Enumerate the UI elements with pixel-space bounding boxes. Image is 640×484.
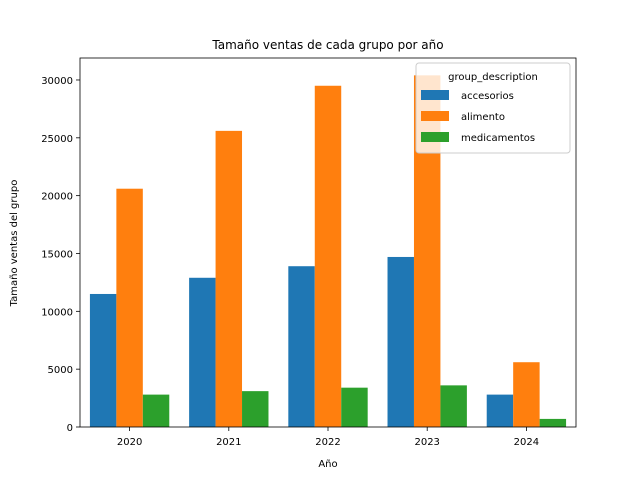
bar-alimento-2020: [116, 188, 143, 427]
legend-items: accesorios alimento medicamentos: [421, 90, 535, 144]
legend: group_description accesorios alimento medi…: [415, 62, 571, 154]
bar-accesorios-2023: [387, 256, 414, 427]
y-tick-label: 15000: [41, 249, 73, 260]
legend-box: [415, 62, 571, 154]
y-axis-label: Tamaño ventas del grupo: [9, 180, 20, 308]
y-tick-label: 0: [67, 423, 73, 434]
bar-accesorios-2022: [288, 266, 315, 427]
x-tick-label: 2024: [514, 437, 539, 448]
bar-accesorios-2024: [486, 394, 514, 427]
bar-alimento-2024: [513, 362, 540, 427]
bar-accesorios-2021: [189, 277, 216, 427]
y-tick-label: 25000: [41, 134, 73, 145]
bar-alimento-2021: [215, 130, 243, 427]
bar-alimento-2022: [314, 85, 342, 427]
legend-swatch-accesorios: [421, 90, 449, 100]
legend-label-medicamentos: medicamentos: [461, 133, 535, 144]
legend-title: group_description: [448, 72, 538, 83]
legend-label-alimento: alimento: [461, 112, 505, 123]
x-tick-label: 2022: [315, 437, 340, 448]
bar-medicamentos-2021: [242, 391, 269, 427]
bar-medicamentos-2020: [142, 394, 170, 427]
y-tick-label: 20000: [41, 192, 73, 203]
x-tick-label: 2020: [117, 437, 142, 448]
y-tick-label: 10000: [41, 307, 73, 318]
legend-label-accesorios: accesorios: [461, 91, 514, 102]
legend-swatch-medicamentos: [421, 132, 449, 142]
x-tick-label: 2021: [216, 437, 241, 448]
y-tick-label: 30000: [41, 76, 73, 87]
bar-medicamentos-2024: [539, 418, 567, 427]
bar-accesorios-2020: [89, 293, 117, 427]
y-tick-label: 5000: [48, 365, 73, 376]
x-tick-label: 2023: [414, 437, 439, 448]
x-axis-label: Año: [318, 459, 337, 470]
bar-medicamentos-2023: [440, 385, 467, 427]
bar-medicamentos-2022: [341, 387, 368, 427]
legend-swatch-alimento: [421, 111, 449, 121]
chart-title: Tamaño ventas de cada grupo por año: [211, 38, 443, 52]
